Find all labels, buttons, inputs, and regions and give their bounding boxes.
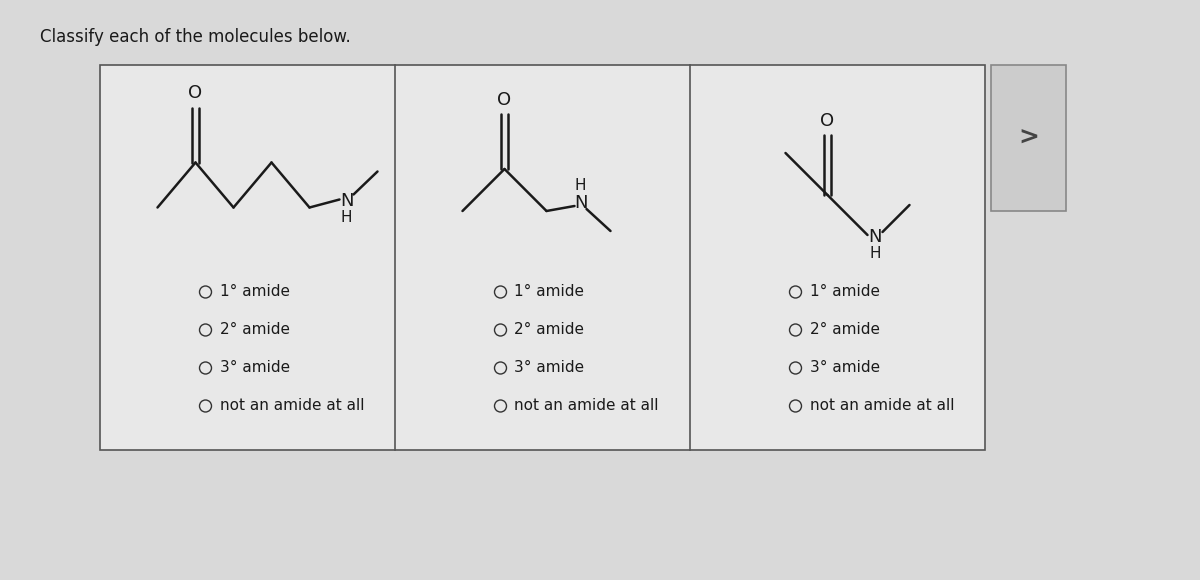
Text: H: H [870, 245, 881, 260]
Text: 3° amide: 3° amide [515, 361, 584, 375]
Text: N: N [340, 193, 353, 211]
Bar [991, 65, 1066, 211]
Text: Classify each of the molecules below.: Classify each of the molecules below. [40, 28, 350, 46]
Text: 2° amide: 2° amide [515, 322, 584, 338]
Text: H: H [341, 210, 353, 225]
Bar [100, 65, 985, 450]
Text: not an amide at all: not an amide at all [515, 398, 659, 414]
Text: 1° amide: 1° amide [810, 285, 880, 299]
Text: O: O [188, 85, 203, 103]
Text: 2° amide: 2° amide [220, 322, 289, 338]
Text: 3° amide: 3° amide [220, 361, 289, 375]
Text: 3° amide: 3° amide [810, 361, 880, 375]
Text: 2° amide: 2° amide [810, 322, 880, 338]
Text: 1° amide: 1° amide [515, 285, 584, 299]
Text: 1° amide: 1° amide [220, 285, 289, 299]
Text: O: O [498, 91, 511, 109]
Text: not an amide at all: not an amide at all [220, 398, 364, 414]
Text: H: H [575, 179, 587, 194]
Text: not an amide at all: not an amide at all [810, 398, 954, 414]
Text: O: O [821, 112, 834, 130]
Text: >: > [1018, 126, 1039, 150]
Text: N: N [574, 194, 587, 212]
Text: N: N [869, 228, 882, 246]
